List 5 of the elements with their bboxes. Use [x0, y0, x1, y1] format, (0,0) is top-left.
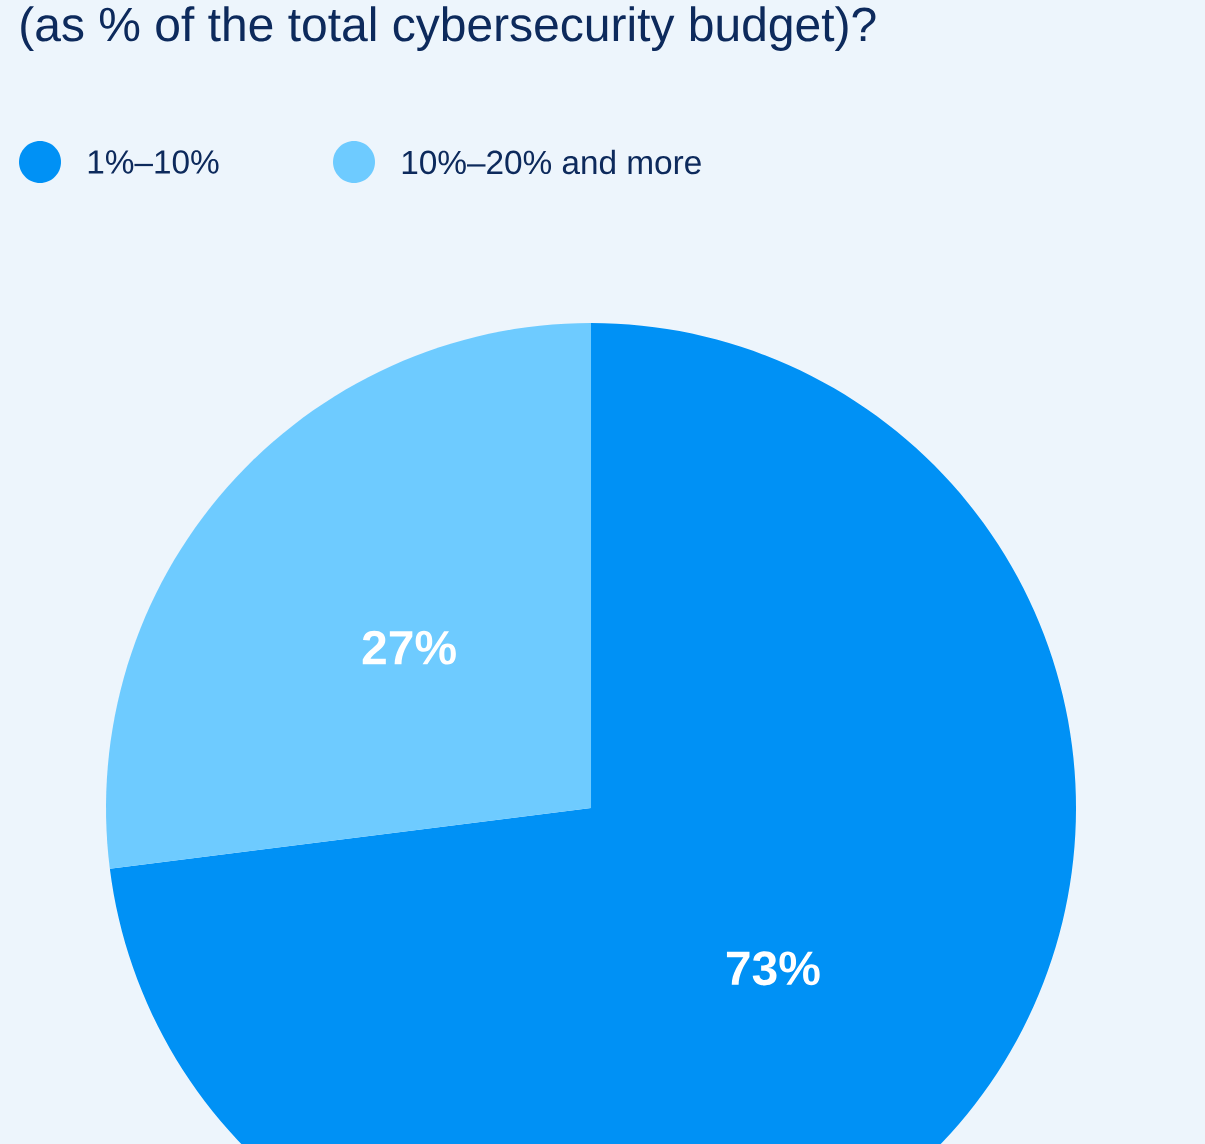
legend-label: 10%–20% and more: [402, 149, 701, 175]
chart-title: (as % of the total cybersecurity budget)?: [21, 6, 876, 51]
data-label: 27%: [362, 630, 456, 665]
legend-label: 1%–10%: [88, 150, 219, 174]
data-label: 73%: [726, 951, 820, 986]
